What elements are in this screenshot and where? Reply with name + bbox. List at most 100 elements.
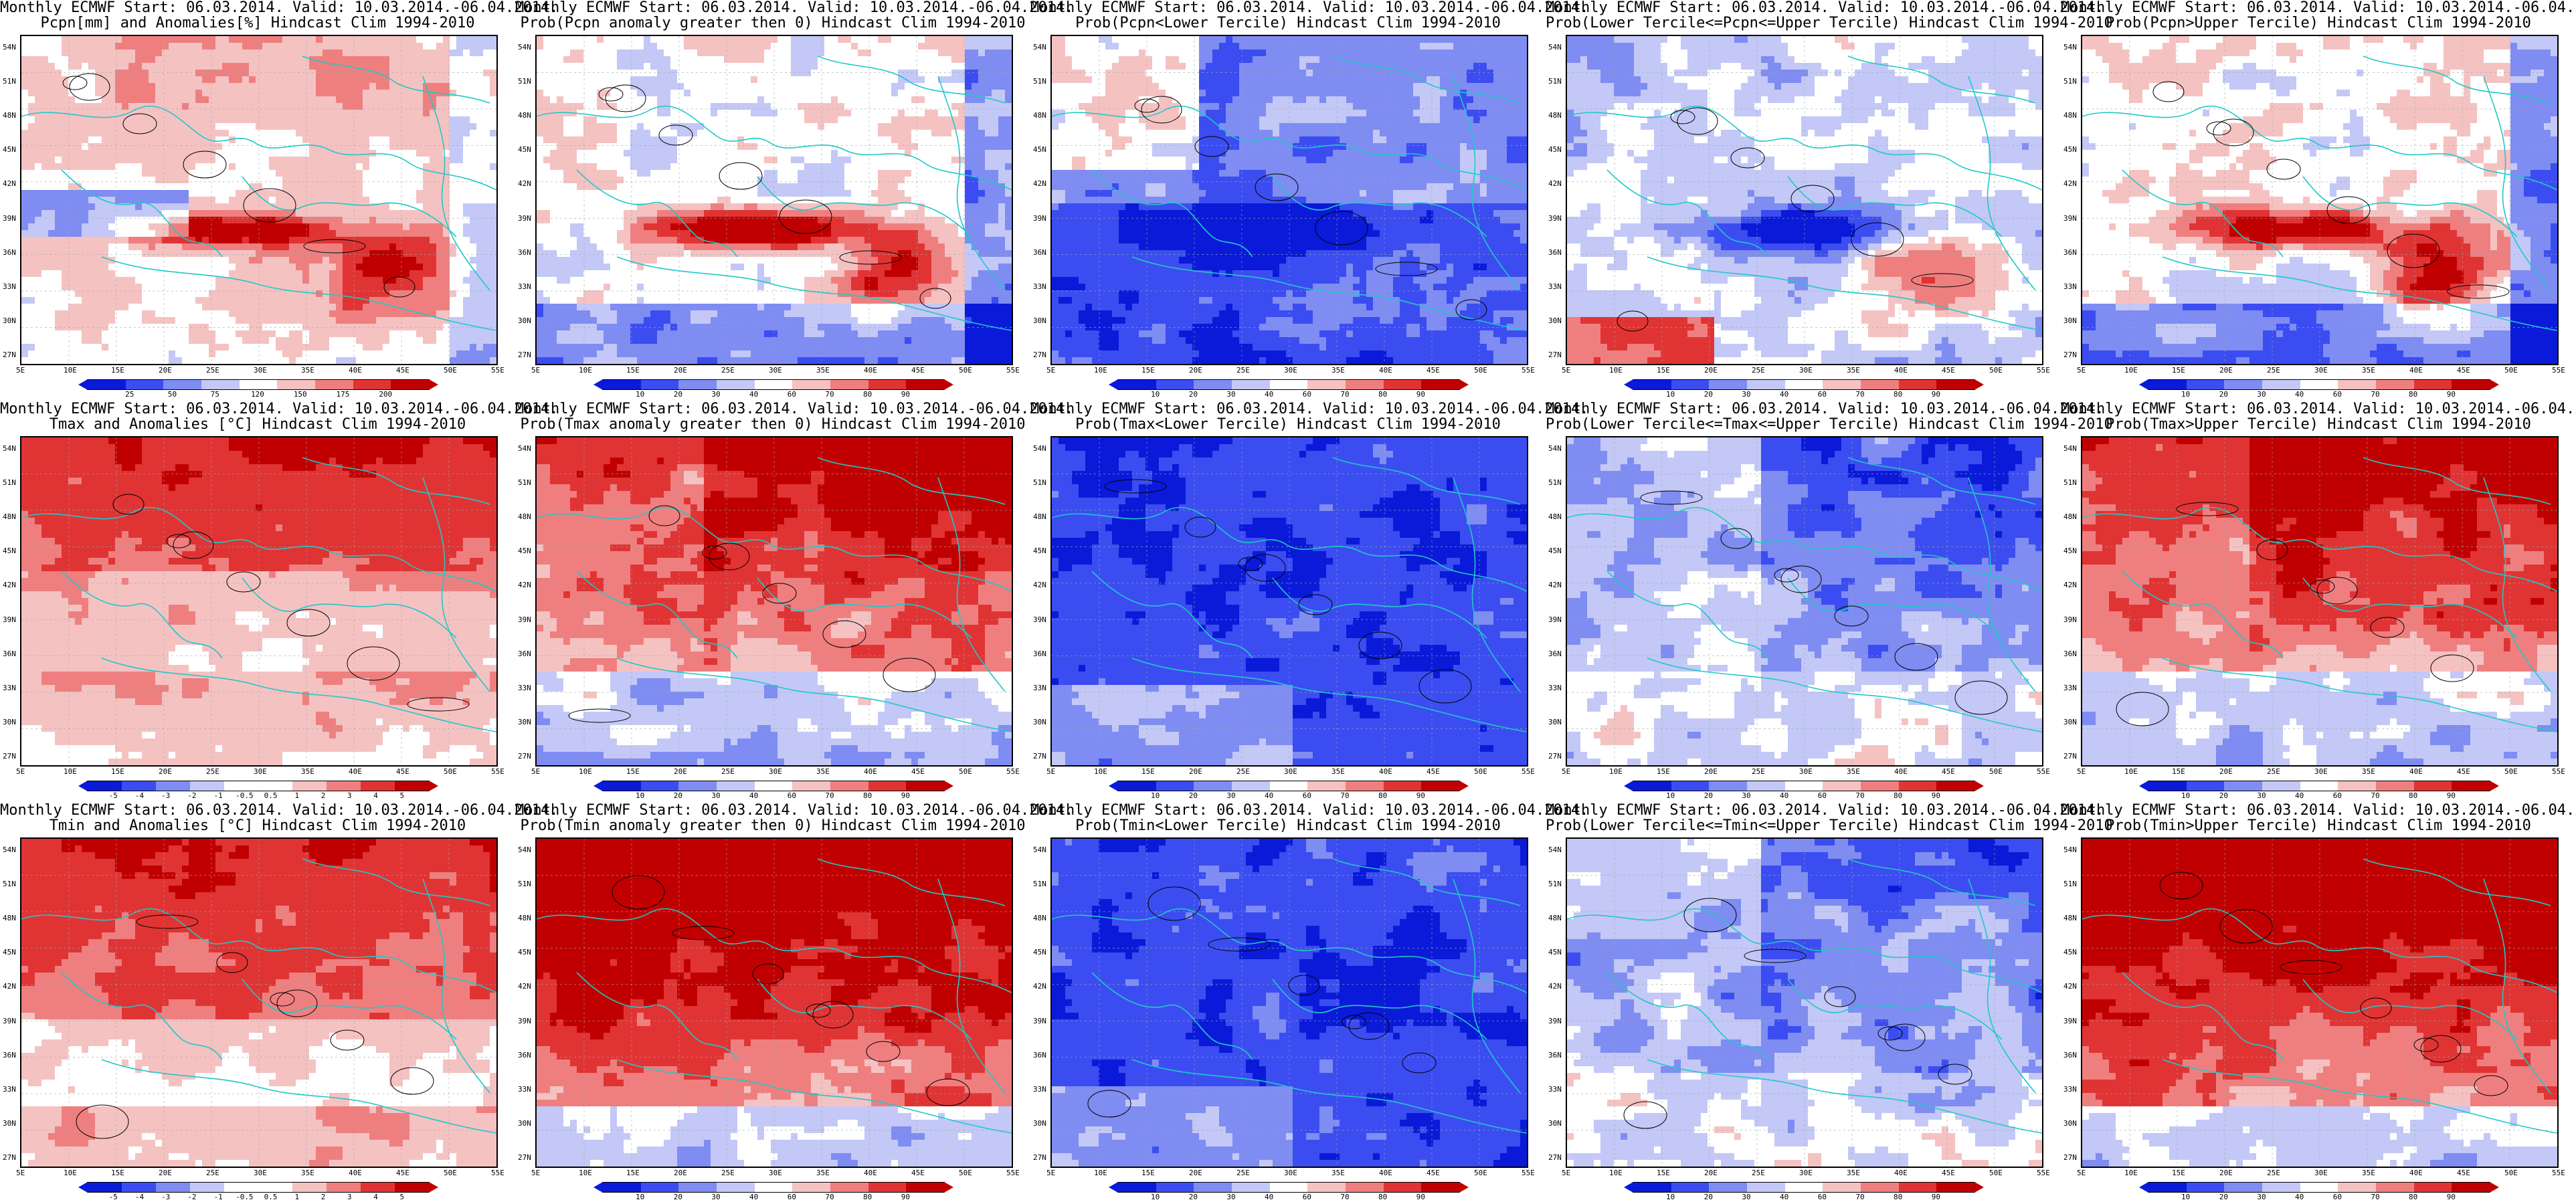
panel-title: Monthly ECMWF Start: 06.03.2014. Valid: … xyxy=(1546,401,2113,432)
coastline xyxy=(2122,571,2284,659)
colorbar-ticks: 10 20 30 40 60 70 80 90 xyxy=(2148,791,2489,801)
colorbar-tick-label: -1 xyxy=(214,791,223,800)
lon-tick-label: 30E xyxy=(769,767,782,776)
lat-tick-label: 39N xyxy=(518,1017,531,1025)
colorbar-tick-label: 80 xyxy=(2409,390,2417,399)
colorbar-cell xyxy=(1936,1183,1975,1192)
lat-tick-label: 36N xyxy=(1548,1051,1562,1060)
colorbar-cell xyxy=(2452,781,2490,791)
coastline xyxy=(2363,457,2551,505)
map-field xyxy=(2082,437,2557,765)
colorbar-cell xyxy=(2338,1183,2377,1192)
contour-line xyxy=(2152,81,2185,102)
contour-line xyxy=(383,276,416,298)
map-field xyxy=(2082,36,2557,364)
contour-line xyxy=(347,646,400,681)
contour-line xyxy=(2387,233,2440,268)
lat-tick-label: 48N xyxy=(1548,111,1562,120)
lat-tick-label: 45N xyxy=(518,546,531,555)
colorbar-ticks: 25 50 75 120 150 175 200 xyxy=(87,390,428,399)
panel-title-line2: Prob(Tmin<Lower Tercile) Hindcast Clim 1… xyxy=(1030,818,1546,833)
lat-tick-label: 36N xyxy=(3,1051,16,1060)
colorbar-cell xyxy=(1307,380,1346,389)
lat-tick-label: 39N xyxy=(2063,1017,2077,1025)
lat-tick-label: 39N xyxy=(3,1017,16,1025)
colorbar xyxy=(593,781,953,791)
colorbar-ticks: 10 20 30 40 60 70 80 90 xyxy=(1633,390,1974,399)
colorbar-max-arrow xyxy=(2490,1182,2499,1193)
contour-line xyxy=(2219,909,2273,944)
coastline xyxy=(757,176,972,237)
lat-tick-label: 48N xyxy=(2063,111,2077,120)
colorbar-min-arrow xyxy=(1109,379,1118,390)
map-panel-p15: Monthly ECMWF Start: 06.03.2014. Valid: … xyxy=(2061,0,2576,401)
colorbar-cell xyxy=(717,781,755,791)
coastline xyxy=(21,105,496,191)
colorbar-cell xyxy=(1936,781,1975,791)
colorbar xyxy=(593,379,953,390)
contour-line xyxy=(330,1029,365,1051)
lon-tick-label: 5E xyxy=(16,767,25,776)
lon-tick-label: 10E xyxy=(64,1169,77,1177)
colorbar-tick-label: -2 xyxy=(187,1193,196,1201)
lat-tick-label: 45N xyxy=(3,546,16,555)
lat-tick-label: 48N xyxy=(1033,914,1046,922)
contour-line xyxy=(839,250,902,265)
colorbar xyxy=(78,379,438,390)
lon-tick-label: 40E xyxy=(1894,1169,1908,1177)
coastline xyxy=(1052,506,1527,592)
contour-line xyxy=(1402,1052,1437,1074)
lon-tick-label: 40E xyxy=(349,767,362,776)
lat-tick-label: 51N xyxy=(518,880,531,888)
panel-title-line2: Prob(Lower Tercile<=Tmin<=Upper Tercile)… xyxy=(1546,818,2113,833)
lon-tick-label: 50E xyxy=(444,767,457,776)
contour-line xyxy=(709,542,750,571)
lat-tick-label: 39N xyxy=(1548,615,1562,624)
colorbar-tick-label: 60 xyxy=(2333,791,2342,800)
colorbar xyxy=(1109,1182,1469,1193)
colorbar-cell xyxy=(1671,781,1710,791)
lat-tick-label: 42N xyxy=(1548,982,1562,991)
lon-tick-label: 35E xyxy=(2362,1169,2375,1177)
colorbar-tick-label: 80 xyxy=(863,1193,872,1201)
colorbar-cell xyxy=(1898,380,1937,389)
coastline xyxy=(1332,457,1521,505)
lon-tick-label: 5E xyxy=(1046,767,1055,776)
lon-tick-label: 15E xyxy=(111,366,124,375)
lat-tick-label: 42N xyxy=(1033,179,1046,188)
coastline xyxy=(1052,908,1527,993)
lon-tick-label: 50E xyxy=(959,366,972,375)
coastline xyxy=(2363,858,2551,906)
colorbar-tick-label: 10 xyxy=(2181,390,2190,399)
colorbar-tick-label: 40 xyxy=(1265,791,1273,800)
colorbar-tick-label: 5 xyxy=(399,1193,404,1201)
coastline xyxy=(1647,1059,2042,1134)
lon-tick-label: 35E xyxy=(1847,1169,1860,1177)
colorbar-cell xyxy=(1898,781,1937,791)
colorbar-tick-label: 10 xyxy=(636,1193,644,1201)
lat-tick-label: 45N xyxy=(1033,948,1046,957)
colorbar-tick-label: 80 xyxy=(1378,791,1387,800)
panel-title-line2: Prob(Tmin>Upper Tercile) Hindcast Clim 1… xyxy=(2061,818,2576,833)
panel-title: Monthly ECMWF Start: 06.03.2014. Valid: … xyxy=(1030,0,1588,31)
map-field xyxy=(21,36,496,364)
coastline xyxy=(2122,972,2284,1060)
contour-line xyxy=(2176,502,2239,516)
colorbar-tick-label: 60 xyxy=(1818,1193,1827,1201)
colorbar-cell xyxy=(1269,380,1308,389)
colorbar-min-arrow xyxy=(1109,781,1118,791)
colorbar-cell xyxy=(239,380,278,389)
coastline xyxy=(1787,176,2003,237)
contour-line xyxy=(226,571,261,593)
contour-line xyxy=(1147,886,1201,921)
colorbar-cell xyxy=(327,1183,361,1192)
lat-tick-label: 27N xyxy=(1033,350,1046,359)
lon-tick-label: 50E xyxy=(1474,366,1487,375)
panel-title-line1: Monthly ECMWF Start: 06.03.2014. Valid: … xyxy=(1030,401,1588,417)
coastline xyxy=(616,1059,1012,1134)
lat-tick-label: 33N xyxy=(2063,684,2077,692)
colorbar-tick-label: 10 xyxy=(636,390,644,399)
colorbar-cell xyxy=(2148,1183,2187,1192)
colorbar-cell xyxy=(315,380,353,389)
lat-tick-label: 33N xyxy=(518,282,531,291)
